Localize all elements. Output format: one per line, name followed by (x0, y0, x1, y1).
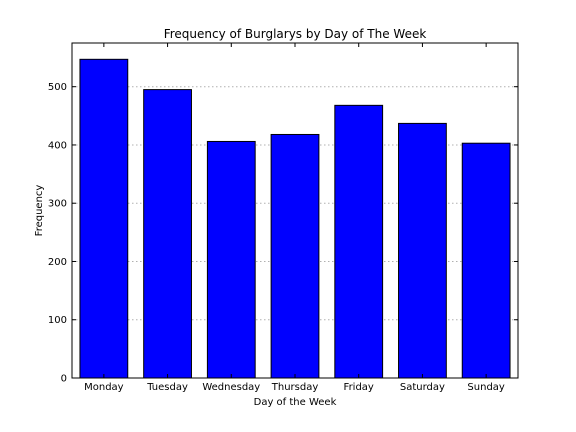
x-axis-ticks: Monday Tuesday Wednesday Thursday Friday Satu… (84, 43, 505, 393)
bar-tuesday (143, 89, 192, 379)
x-tick-label: Wednesday (202, 382, 260, 393)
x-axis-label: Day of the Week (254, 397, 337, 408)
y-tick-label: 400 (48, 140, 67, 151)
y-axis-label: Frequency (34, 185, 45, 237)
bars (79, 58, 511, 379)
x-tick-label: Friday (344, 382, 374, 393)
bar-saturday (398, 122, 447, 379)
x-tick-label: Tuesday (146, 382, 188, 393)
y-tick-label: 0 (61, 374, 67, 385)
bar-wednesday (206, 140, 256, 379)
x-tick-label: Sunday (467, 382, 504, 393)
bar-sunday (461, 142, 511, 379)
bar-monday (79, 58, 129, 379)
chart-title: Frequency of Burglarys by Day of The Wee… (164, 27, 427, 41)
y-tick-label: 500 (48, 82, 67, 93)
y-tick-label: 100 (48, 315, 67, 326)
y-axis-ticks: 0 100 200 300 400 500 (48, 82, 518, 385)
bar-thursday (270, 133, 320, 379)
x-tick-label: Saturday (400, 382, 445, 393)
bar-friday (334, 104, 384, 379)
y-tick-label: 200 (48, 257, 67, 268)
y-tick-label: 300 (48, 199, 67, 210)
x-tick-label: Thursday (271, 382, 319, 393)
x-tick-label: Monday (84, 382, 124, 393)
